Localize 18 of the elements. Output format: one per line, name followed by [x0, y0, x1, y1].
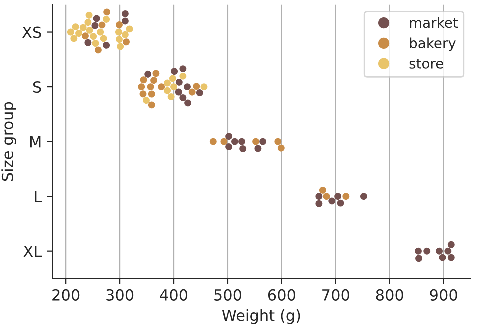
y-tick-label: XS: [22, 26, 42, 38]
y-tick-label: L: [35, 191, 42, 202]
x-tick-label: 800: [376, 289, 404, 301]
y-tick-label: XL: [24, 246, 42, 258]
x-tick-label: 900: [430, 289, 458, 301]
y-axis-title: Size group: [2, 102, 16, 182]
x-axis-title: Weight (g): [222, 309, 300, 324]
y-tick-label: S: [33, 82, 42, 94]
x-tick-label: 600: [268, 289, 296, 301]
y-tick-label: M: [30, 136, 41, 148]
x-tick-label: 200: [52, 289, 80, 301]
x-tick-label: 500: [214, 289, 242, 301]
x-tick-label: 300: [106, 289, 134, 301]
x-tick-label: 400: [160, 289, 188, 301]
legend-label: store: [410, 58, 444, 69]
x-tick-label: 700: [322, 289, 350, 301]
legend-label: market: [410, 17, 458, 28]
legend-label: bakery: [410, 38, 456, 52]
